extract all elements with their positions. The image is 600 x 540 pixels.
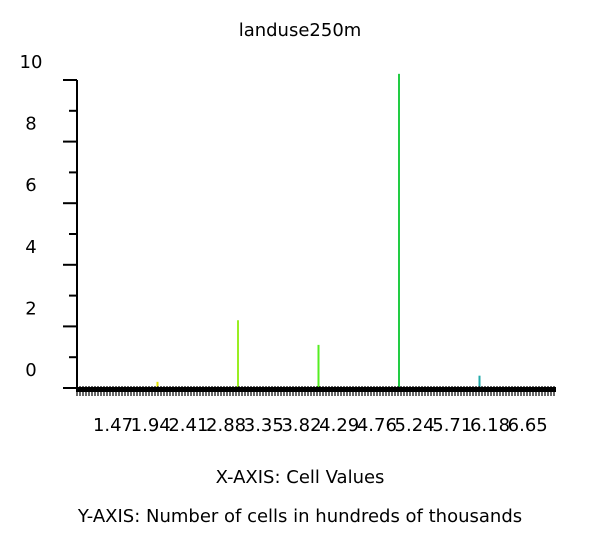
x-tick-label: 6.18 — [470, 415, 510, 436]
bar — [478, 375, 481, 388]
y-tick-label: 4 — [25, 237, 36, 258]
y-tick-label: 8 — [25, 114, 36, 135]
x-axis-tick-labels: 1.471.942.412.883.353.824.294.765.245.71… — [93, 415, 548, 436]
y-tick-label: 6 — [25, 175, 36, 196]
x-axis-label: X-AXIS: Cell Values — [216, 467, 385, 488]
x-tick-label: 5.71 — [432, 415, 472, 436]
x-tick-label: 2.41 — [168, 415, 208, 436]
x-tick-label: 2.88 — [206, 415, 246, 436]
x-tick-label: 4.76 — [357, 415, 397, 436]
x-tick-label: 4.29 — [319, 415, 359, 436]
bar — [237, 320, 239, 388]
x-tick-label: 1.94 — [131, 415, 171, 436]
x-tick-label: 5.24 — [395, 415, 435, 436]
x-tick-label: 6.65 — [508, 415, 548, 436]
y-axis-label: Y-AXIS: Number of cells in hundreds of t… — [77, 506, 522, 527]
bar — [156, 381, 159, 388]
x-tick-label: 3.35 — [244, 415, 284, 436]
x-tick-label: 3.82 — [281, 415, 321, 436]
y-tick-label: 2 — [25, 298, 36, 319]
chart-title: landuse250m — [239, 20, 362, 41]
y-tick-label: 10 — [20, 52, 43, 73]
bar — [398, 73, 400, 388]
y-axis-ticks: 0 2 4 6 8 10 — [20, 52, 77, 389]
x-axis-band — [76, 386, 556, 396]
bar — [317, 344, 320, 388]
y-tick-label: 0 — [25, 360, 36, 381]
x-tick-label: 1.47 — [93, 415, 133, 436]
bar-series — [156, 73, 481, 388]
